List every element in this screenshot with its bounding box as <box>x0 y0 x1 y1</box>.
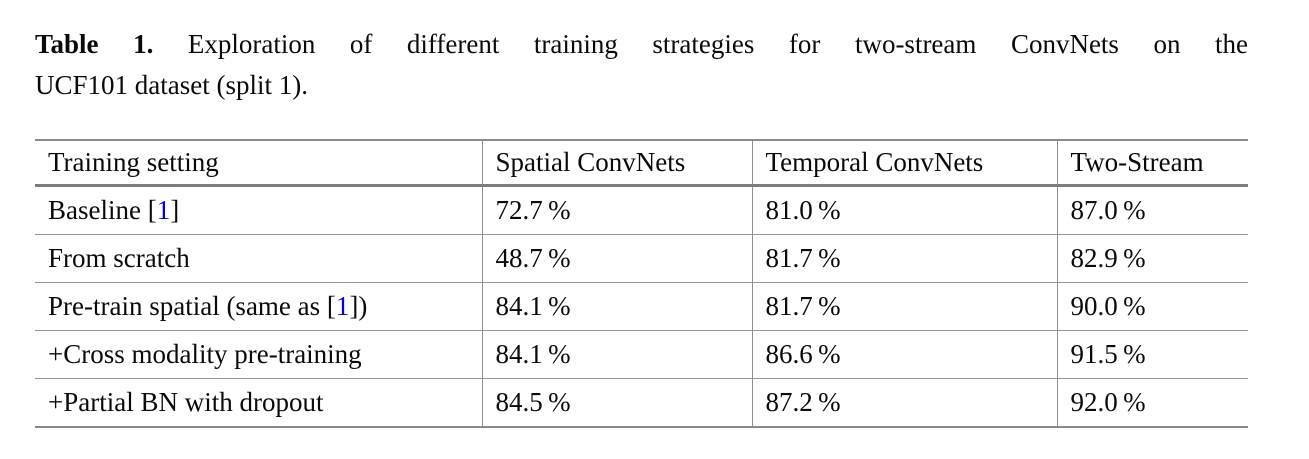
cell-spatial: 48.7 % <box>482 234 753 283</box>
row-label: Pre-train spatial (same as [1]) <box>35 282 483 331</box>
cell-two-stream: 90.0 % <box>1070 291 1146 321</box>
cell-spatial: 84.1 % <box>482 330 753 379</box>
cell-temporal: 86.6 % <box>752 330 1058 379</box>
cell-temporal: 87.2 % <box>752 378 1058 427</box>
table-row-pretrain-spatial: Pre-train spatial (same as [1]) 84.1 % 8… <box>35 282 1248 331</box>
caption-text-line2: UCF101 dataset (split 1). <box>35 70 308 100</box>
col-header-two-stream: Two-Stream <box>1070 147 1204 177</box>
row-label-text: +Partial BN with dropout <box>48 387 324 417</box>
results-table: Training setting Spatial ConvNets Tempor… <box>35 139 1248 428</box>
row-label: +Cross modality pre-training <box>35 330 483 379</box>
paper-page-fragment: Table 1. Exploration of different traini… <box>35 0 1248 428</box>
cell-two-stream: 82.9 % <box>1070 243 1146 273</box>
cell-two-stream: 91.5 % <box>1070 339 1146 369</box>
citation-link[interactable]: 1 <box>156 195 171 225</box>
caption-table-number: Table 1. <box>35 29 154 59</box>
row-label-text: From scratch <box>48 243 190 273</box>
row-label: +Partial BN with dropout <box>35 378 483 427</box>
cell-temporal: 81.7 % <box>752 234 1058 283</box>
header-row: Training setting Spatial ConvNets Tempor… <box>35 140 1248 186</box>
col-header-spatial-convnets: Spatial ConvNets <box>482 140 753 186</box>
cell-spatial: 72.7 % <box>482 185 753 235</box>
col-header-temporal-convnets: Temporal ConvNets <box>752 140 1058 186</box>
table-row-baseline: Baseline [1] 72.7 % 81.0 % 87.0 % <box>35 185 1248 235</box>
cell-temporal: 81.7 % <box>752 282 1058 331</box>
row-label-text: Baseline [ <box>48 195 157 225</box>
col-header-training-setting: Training setting <box>35 140 483 186</box>
caption-line-1: Table 1. Exploration of different traini… <box>35 24 1248 65</box>
cell-temporal: 81.0 % <box>752 185 1058 235</box>
table-caption: Table 1. Exploration of different traini… <box>35 24 1248 106</box>
table-row-from-scratch: From scratch 48.7 % 81.7 % 82.9 % <box>35 234 1248 283</box>
table-row-cross-modality: +Cross modality pre-training 84.1 % 86.6… <box>35 330 1248 379</box>
row-label-text: Pre-train spatial (same as [ <box>48 291 336 321</box>
cell-two-stream: 92.0 % <box>1070 387 1146 417</box>
citation-link[interactable]: 1 <box>335 291 350 321</box>
row-label-text-after: ] <box>170 195 180 225</box>
table-row-partial-bn: +Partial BN with dropout 84.5 % 87.2 % 9… <box>35 378 1248 427</box>
cell-spatial: 84.5 % <box>482 378 753 427</box>
row-label: From scratch <box>35 234 483 283</box>
row-label-text: +Cross modality pre-training <box>48 339 362 369</box>
row-label: Baseline [1] <box>35 185 483 235</box>
cell-spatial: 84.1 % <box>482 282 753 331</box>
row-label-text-after: ]) <box>349 291 368 321</box>
cell-two-stream: 87.0 % <box>1070 195 1146 225</box>
caption-text-line1: Exploration of different training strate… <box>187 29 1248 59</box>
